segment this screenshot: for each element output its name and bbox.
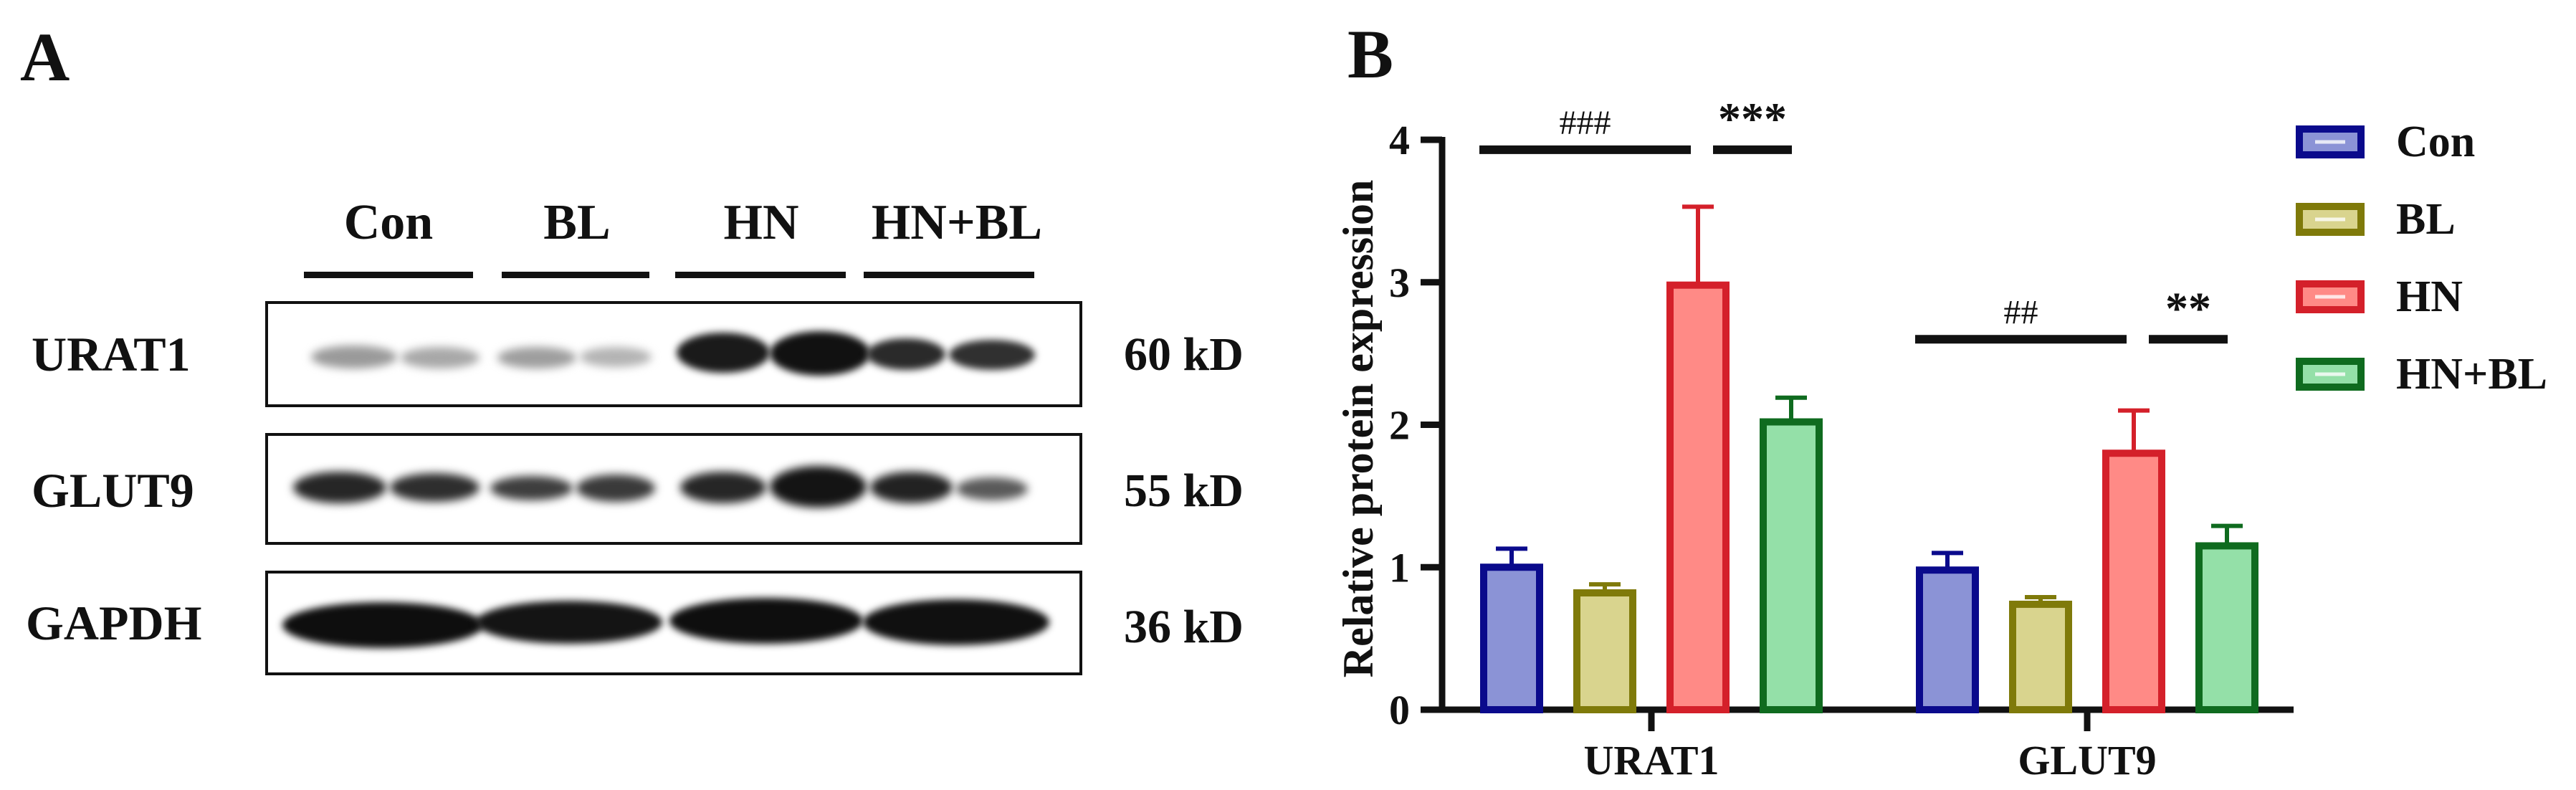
band (576, 475, 655, 502)
lane-label-hn: HN (723, 195, 799, 250)
lane-label-hnbl: HN+BL (871, 195, 1043, 250)
band (580, 347, 652, 367)
bar-con-glut9 (1916, 566, 1979, 713)
blot-glut9 (265, 433, 1082, 545)
band (401, 347, 480, 368)
panel-a-letter: A (20, 19, 70, 95)
bar-con-urat1 (1480, 563, 1543, 713)
bar-hn-glut9 (2102, 449, 2165, 713)
lane-label-con: Con (343, 195, 434, 250)
bar-bl-urat1 (1573, 589, 1636, 714)
band (870, 472, 953, 503)
band (311, 346, 397, 368)
y-tick-label: 4 (1389, 117, 1410, 163)
lane-bar-bl (502, 272, 649, 278)
kd-label-gapdh: 36 kD (1124, 601, 1244, 653)
bar-bl-glut9 (2009, 600, 2072, 713)
y-tick-label: 2 (1389, 402, 1410, 449)
bar-hn-urat1 (1666, 281, 1730, 714)
band (490, 476, 573, 500)
y-tick-label: 3 (1389, 260, 1410, 306)
panel-b-letter: B (1347, 16, 1394, 92)
band (867, 338, 945, 370)
significance-label: ## (2004, 293, 2038, 331)
y-tick-label: 1 (1389, 544, 1410, 591)
lane-bar-hn (675, 272, 846, 278)
lane-bar-con (304, 272, 473, 278)
bar-hn-bl-glut9 (2195, 542, 2258, 713)
band (956, 477, 1028, 500)
band (770, 331, 870, 376)
legend-label: HN (2396, 272, 2463, 321)
band (476, 601, 662, 644)
row-label-gapdh: GAPDH (26, 596, 202, 650)
legend-label: Con (2396, 118, 2475, 166)
significance-label: *** (1718, 93, 1787, 144)
kd-label-urat1: 60 kD (1124, 328, 1244, 381)
band (677, 333, 770, 373)
band (390, 473, 480, 502)
band (497, 347, 576, 368)
row-label-urat1: URAT1 (32, 327, 191, 381)
band (770, 466, 867, 508)
blot-urat1 (265, 301, 1082, 407)
band (949, 340, 1035, 370)
x-tick-label: GLUT9 (2018, 737, 2156, 784)
lane-bar-hnbl (864, 272, 1034, 278)
y-axis-title: Relative protein expression (1335, 180, 1382, 677)
band (282, 602, 483, 648)
legend-label: BL (2396, 195, 2456, 244)
blot-gapdh (265, 571, 1082, 675)
x-tick-label: URAT1 (1583, 737, 1719, 784)
band (293, 472, 386, 503)
band (863, 599, 1049, 645)
band (680, 472, 766, 503)
significance-label: ### (1560, 104, 1611, 142)
band (669, 598, 863, 644)
row-label-glut9: GLUT9 (32, 463, 194, 518)
lane-label-bl: BL (543, 195, 611, 250)
bar-hn-bl-urat1 (1760, 418, 1823, 714)
y-tick-label: 0 (1389, 687, 1410, 733)
kd-label-glut9: 55 kD (1124, 465, 1244, 517)
significance-label: ** (2165, 282, 2211, 333)
legend-label: HN+BL (2396, 350, 2547, 399)
